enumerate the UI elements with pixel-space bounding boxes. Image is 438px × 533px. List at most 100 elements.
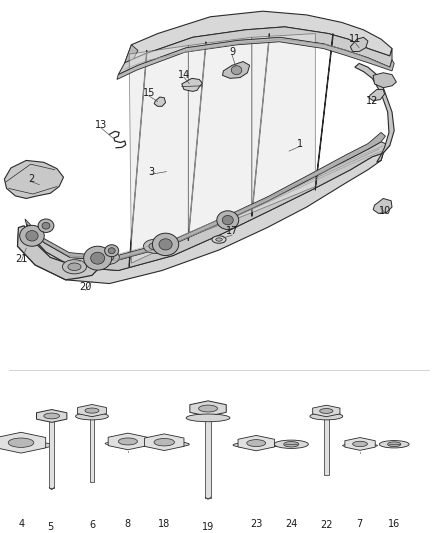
Circle shape	[320, 409, 333, 414]
Polygon shape	[182, 78, 202, 92]
Polygon shape	[125, 45, 138, 67]
Ellipse shape	[310, 413, 343, 420]
Text: 15: 15	[143, 88, 155, 98]
Text: 1: 1	[297, 139, 303, 149]
Circle shape	[26, 231, 38, 241]
Text: 20: 20	[79, 282, 92, 292]
Circle shape	[223, 215, 233, 225]
Polygon shape	[145, 434, 184, 450]
Polygon shape	[369, 90, 385, 101]
Text: 21: 21	[15, 254, 27, 264]
Ellipse shape	[105, 441, 151, 446]
Polygon shape	[252, 34, 269, 216]
Circle shape	[198, 405, 218, 412]
Polygon shape	[26, 142, 390, 270]
Polygon shape	[154, 97, 166, 106]
Text: 11: 11	[349, 34, 361, 44]
Circle shape	[85, 408, 99, 413]
Text: 10: 10	[379, 206, 392, 216]
Polygon shape	[129, 45, 188, 263]
Bar	[324, 418, 328, 475]
Ellipse shape	[63, 260, 87, 274]
Circle shape	[159, 239, 172, 250]
Circle shape	[108, 248, 115, 254]
Circle shape	[118, 438, 138, 445]
Polygon shape	[78, 405, 106, 417]
Circle shape	[154, 439, 174, 446]
Text: 18: 18	[158, 519, 170, 529]
Ellipse shape	[186, 414, 230, 422]
Ellipse shape	[149, 243, 162, 250]
Circle shape	[152, 233, 179, 255]
Polygon shape	[18, 153, 383, 284]
Ellipse shape	[95, 251, 119, 264]
Circle shape	[105, 245, 119, 257]
Text: 9: 9	[229, 47, 235, 57]
Polygon shape	[355, 63, 394, 162]
Polygon shape	[345, 438, 375, 450]
Text: 7: 7	[356, 519, 362, 529]
Polygon shape	[25, 132, 385, 261]
Polygon shape	[373, 73, 396, 87]
Text: 14: 14	[178, 70, 190, 79]
Circle shape	[8, 438, 34, 447]
Circle shape	[42, 222, 50, 229]
Polygon shape	[36, 409, 67, 422]
Circle shape	[44, 413, 60, 419]
Ellipse shape	[101, 254, 114, 261]
Ellipse shape	[215, 238, 222, 241]
Text: 16: 16	[388, 519, 400, 529]
Text: 13: 13	[95, 120, 107, 130]
Polygon shape	[125, 11, 392, 63]
Circle shape	[247, 440, 266, 447]
Polygon shape	[4, 160, 64, 198]
Text: 8: 8	[124, 519, 130, 529]
Text: 2: 2	[28, 174, 35, 184]
Polygon shape	[117, 37, 394, 79]
Bar	[49, 421, 54, 488]
Text: 4: 4	[19, 519, 25, 529]
Circle shape	[91, 252, 105, 264]
Polygon shape	[108, 433, 148, 450]
Text: 3: 3	[148, 167, 154, 176]
Polygon shape	[315, 34, 333, 190]
Circle shape	[231, 66, 242, 75]
Text: 12: 12	[366, 96, 378, 106]
Text: 5: 5	[47, 522, 53, 531]
Polygon shape	[188, 37, 252, 237]
Ellipse shape	[68, 263, 81, 271]
Ellipse shape	[212, 236, 226, 243]
Polygon shape	[190, 401, 226, 416]
Polygon shape	[0, 432, 46, 453]
Polygon shape	[223, 62, 250, 78]
Text: 23: 23	[250, 519, 262, 529]
Circle shape	[20, 225, 44, 246]
Text: 19: 19	[202, 522, 214, 532]
Ellipse shape	[75, 413, 108, 420]
Ellipse shape	[379, 441, 409, 448]
Polygon shape	[238, 435, 275, 451]
Polygon shape	[313, 405, 340, 417]
Ellipse shape	[343, 444, 378, 447]
Circle shape	[84, 246, 112, 270]
Ellipse shape	[274, 440, 308, 448]
Polygon shape	[350, 37, 368, 52]
Ellipse shape	[139, 441, 189, 447]
Circle shape	[353, 441, 367, 447]
Bar	[89, 418, 94, 482]
Text: 17: 17	[226, 227, 238, 236]
Circle shape	[217, 211, 239, 229]
Bar	[205, 415, 211, 498]
Ellipse shape	[233, 442, 279, 448]
Circle shape	[284, 441, 299, 447]
Circle shape	[38, 219, 54, 232]
Polygon shape	[118, 27, 392, 75]
Polygon shape	[252, 34, 315, 213]
Text: 22: 22	[320, 520, 332, 530]
Polygon shape	[373, 198, 392, 213]
Ellipse shape	[143, 239, 167, 253]
Polygon shape	[18, 226, 99, 280]
Ellipse shape	[0, 442, 53, 449]
Circle shape	[388, 442, 401, 447]
Text: 6: 6	[89, 520, 95, 530]
